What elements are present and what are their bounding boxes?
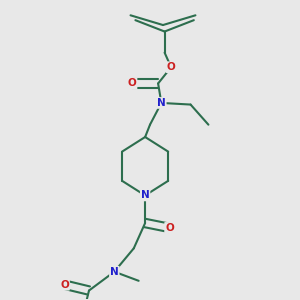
Text: N: N — [157, 98, 166, 108]
Text: O: O — [165, 223, 174, 233]
Text: O: O — [167, 62, 176, 72]
Text: N: N — [141, 190, 149, 200]
Text: O: O — [60, 280, 69, 290]
Text: N: N — [110, 267, 119, 277]
Text: O: O — [128, 79, 136, 88]
